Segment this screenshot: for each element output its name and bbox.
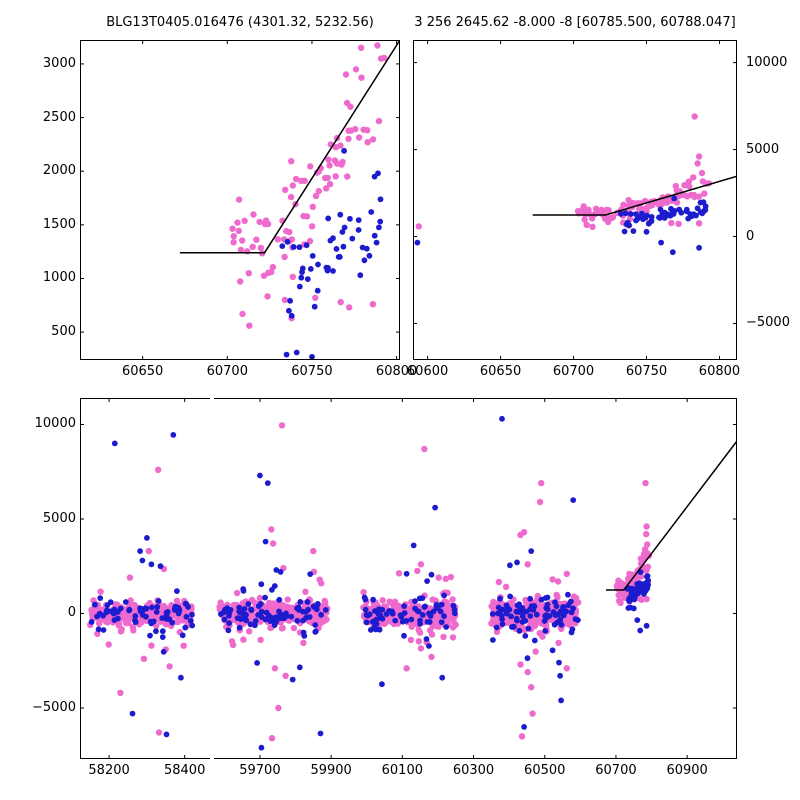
y-tick-label: 5000: [746, 141, 780, 157]
scatter-blue: [279, 147, 384, 360]
x-tick-label: 60800: [698, 364, 741, 379]
y-tick-label: 2000: [42, 163, 76, 179]
y-tick-label: 1500: [42, 216, 76, 232]
scatter-pink: [87, 422, 653, 742]
x-tick-label: 60750: [291, 364, 333, 379]
x-tick-label: 60650: [479, 364, 522, 379]
scatter-blue: [414, 195, 709, 256]
panel-event-zoom-ticks: [80, 40, 400, 360]
x-tick-label: 60700: [206, 364, 248, 379]
model-line: [179, 40, 400, 254]
scatter-pink: [413, 113, 713, 230]
x-tick-label: 60500: [524, 763, 566, 778]
x-tick-label: 60100: [381, 763, 423, 778]
panel-full-lightcurve-plot-area: [87, 415, 737, 751]
x-tick-label: 59900: [310, 763, 352, 778]
model-line: [606, 440, 737, 591]
model-line: [532, 175, 737, 216]
panel-event-zoom-spines: [80, 40, 400, 360]
x-tick-label: 60750: [625, 364, 668, 379]
x-tick-label: 60900: [666, 763, 708, 778]
scatter-blue: [88, 415, 652, 751]
x-tick-label: 58200: [88, 763, 130, 778]
y-tick-label: −5000: [746, 315, 790, 331]
panel-title-right: 3 256 2645.62 -8.000 -8 [60785.500, 6078…: [414, 15, 736, 30]
x-tick-label: 59700: [239, 763, 281, 778]
x-tick-label: 58400: [163, 763, 206, 778]
y-tick-label: 500: [51, 324, 76, 340]
panel-event-fullscale-plot-area: [413, 113, 737, 256]
x-tick-label: 60800: [375, 364, 418, 379]
x-tick-label: 60700: [595, 763, 637, 778]
panel-title-left: BLG13T0405.016476 (4301.32, 5232.56): [106, 15, 374, 30]
panel-full-lightcurve-spines: [80, 398, 737, 759]
y-tick-label: 3000: [42, 55, 76, 71]
y-tick-label: 10000: [746, 54, 788, 70]
x-tick-label: 60300: [452, 763, 495, 778]
y-tick-label: 1000: [42, 270, 76, 286]
y-tick-label: 10000: [34, 416, 76, 432]
y-tick-label: 2500: [42, 109, 76, 125]
y-tick-label: 0: [746, 228, 755, 244]
y-tick-label: 0: [67, 605, 76, 621]
scatter-pink: [229, 42, 388, 329]
x-tick-label: 60600: [406, 364, 449, 379]
x-tick-label: 60650: [121, 364, 164, 379]
panel-event-fullscale-ticks: [413, 40, 737, 360]
y-tick-label: −5000: [32, 699, 76, 715]
x-tick-label: 60700: [552, 364, 595, 379]
panel-event-fullscale-spines: [413, 40, 737, 360]
panel-full-lightcurve-ticks: [80, 398, 737, 759]
panel-event-zoom-plot-area: [179, 40, 400, 360]
y-tick-label: 5000: [42, 510, 76, 526]
